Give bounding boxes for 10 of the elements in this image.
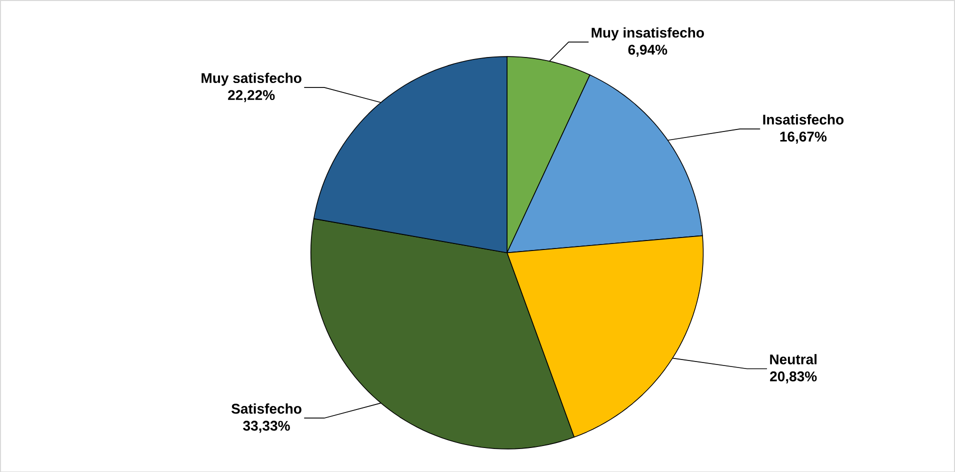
data-label: 16,67% [780, 131, 827, 144]
data-label: 6,94% [628, 44, 668, 56]
slice-label: Satisfecho [231, 403, 302, 414]
data-label: 20,83% [770, 371, 817, 384]
data-label: 22,22% [228, 90, 275, 102]
slice-label: Muy satisfecho [202, 72, 302, 86]
slice-label: Muy insatisfecho [592, 27, 704, 40]
slice-label: Insatisfecho [763, 114, 844, 124]
data-label: 33,33% [243, 420, 290, 433]
slice-label: Neutral [770, 354, 816, 364]
